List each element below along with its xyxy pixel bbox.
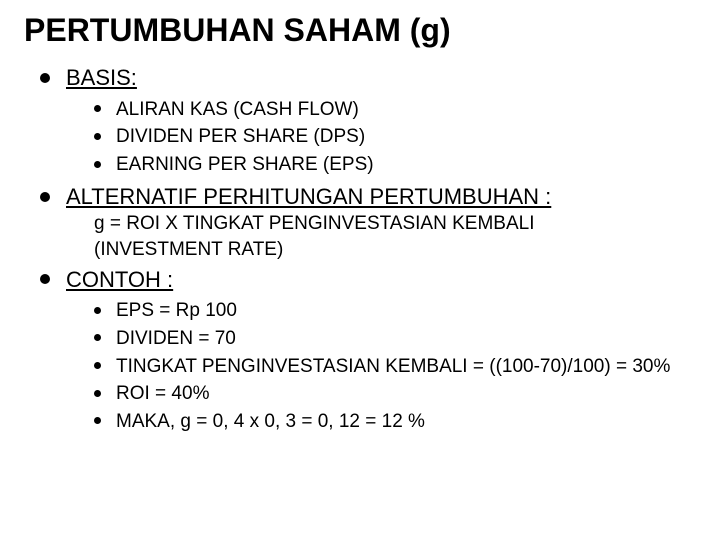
body-line: g = ROI X TINGKAT PENGINVESTASIAN KEMBAL… — [94, 211, 696, 237]
heading-contoh: CONTOH : — [66, 267, 173, 292]
bullet-list-level2-contoh: EPS = Rp 100 DIVIDEN = 70 TINGKAT PENGIN… — [66, 298, 696, 434]
list-item: DIVIDEN = 70 — [94, 326, 696, 352]
list-item: MAKA, g = 0, 4 x 0, 3 = 0, 12 = 12 % — [94, 409, 696, 435]
heading-alternatif: ALTERNATIF PERHITUNGAN PERTUMBUHAN : — [66, 184, 551, 209]
bullet-list-level1: BASIS: ALIRAN KAS (CASH FLOW) DIVIDEN PE… — [24, 63, 696, 434]
slide: PERTUMBUHAN SAHAM (g) BASIS: ALIRAN KAS … — [0, 0, 720, 540]
list-item: EPS = Rp 100 — [94, 298, 696, 324]
list-item-basis: BASIS: ALIRAN KAS (CASH FLOW) DIVIDEN PE… — [40, 63, 696, 178]
bullet-list-level2-basis: ALIRAN KAS (CASH FLOW) DIVIDEN PER SHARE… — [66, 97, 696, 178]
list-item: ROI = 40% — [94, 381, 696, 407]
body-text: g = ROI X TINGKAT PENGINVESTASIAN KEMBAL… — [66, 211, 696, 262]
slide-title: PERTUMBUHAN SAHAM (g) — [24, 12, 696, 49]
list-item: DIVIDEN PER SHARE (DPS) — [94, 124, 696, 150]
list-item-alternatif: ALTERNATIF PERHITUNGAN PERTUMBUHAN : g =… — [40, 182, 696, 263]
heading-basis: BASIS: — [66, 65, 137, 90]
list-item-contoh: CONTOH : EPS = Rp 100 DIVIDEN = 70 TINGK… — [40, 265, 696, 435]
list-item: TINGKAT PENGINVESTASIAN KEMBALI = ((100-… — [94, 354, 696, 380]
list-item: EARNING PER SHARE (EPS) — [94, 152, 696, 178]
body-line: (INVESTMENT RATE) — [94, 237, 696, 263]
list-item: ALIRAN KAS (CASH FLOW) — [94, 97, 696, 123]
